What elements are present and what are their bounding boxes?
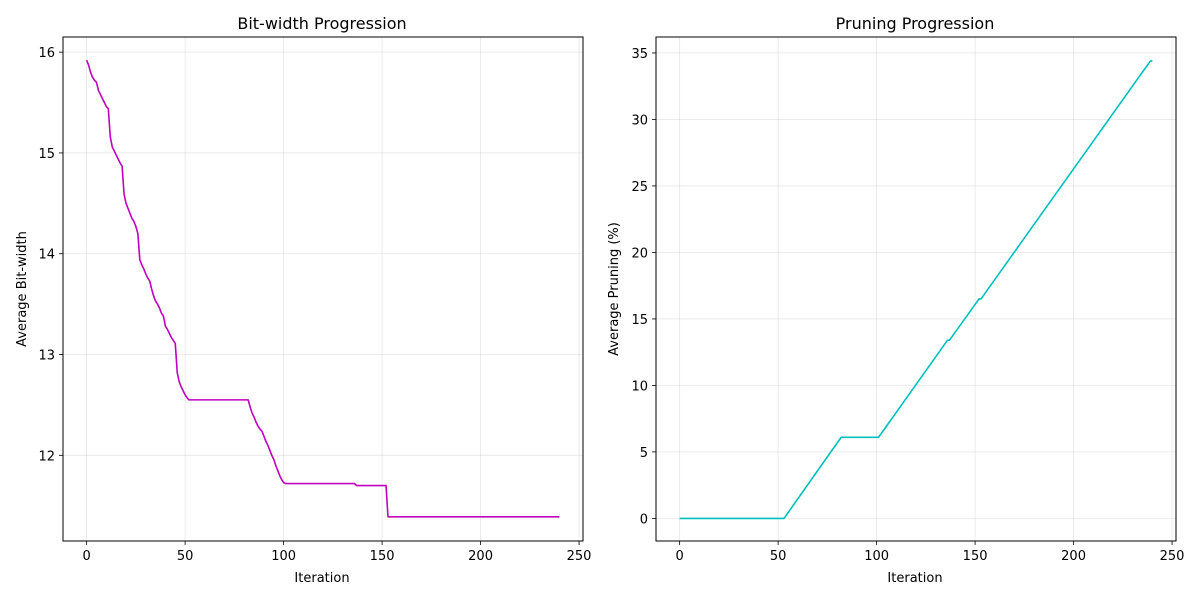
pruning-plot-frame: [655, 36, 1177, 542]
pruning-y-tick-label: 15: [631, 313, 648, 328]
bit-width-y-tick-label: 12: [38, 449, 55, 464]
pruning-y-axis-label: Average Pruning (%): [607, 222, 622, 356]
pruning-x-tick-label: 250: [1160, 549, 1185, 564]
bit-width-y-tick-label: 14: [38, 248, 55, 263]
pruning-x-axis-label: Iteration: [887, 571, 942, 586]
bit-width-x-tick-label: 50: [177, 549, 194, 564]
pruning-y-tick-label: 0: [640, 512, 648, 527]
pruning-y-tick-label: 20: [631, 246, 648, 261]
bit-width-chart: Bit-width Progression Iteration Average …: [15, 14, 591, 586]
bit-width-x-tick-label: 100: [271, 549, 296, 564]
pruning-x-tick-label: 150: [963, 549, 988, 564]
bit-width-x-axis-label: Iteration: [294, 571, 349, 586]
bit-width-chart-title: Bit-width Progression: [237, 14, 406, 33]
pruning-y-tick-label: 30: [631, 113, 648, 128]
pruning-x-tick-label: 100: [864, 549, 889, 564]
pruning-x-tick-label: 200: [1061, 549, 1086, 564]
bit-width-series-line: [85, 59, 560, 518]
bit-width-plot-frame: [62, 36, 584, 542]
pruning-chart: Pruning Progression Iteration Average Pr…: [607, 14, 1184, 586]
pruning-y-tick-label: 10: [631, 379, 648, 394]
pruning-y-tick-label: 25: [631, 180, 648, 195]
pruning-series-line: [679, 60, 1153, 520]
bit-width-y-tick-label: 16: [38, 46, 55, 61]
bit-width-x-tick-label: 0: [82, 549, 90, 564]
bit-width-y-axis-label: Average Bit-width: [15, 231, 30, 347]
bit-width-x-tick-label: 200: [468, 549, 493, 564]
pruning-x-tick-label: 0: [675, 549, 683, 564]
bit-width-y-tick-label: 15: [38, 147, 55, 162]
pruning-chart-title: Pruning Progression: [836, 14, 995, 33]
bit-width-x-tick-label: 250: [567, 549, 592, 564]
bit-width-x-tick-label: 150: [370, 549, 395, 564]
pruning-x-tick-label: 50: [770, 549, 787, 564]
pruning-y-tick-label: 35: [631, 47, 648, 62]
bit-width-y-tick-label: 13: [38, 349, 55, 364]
pruning-y-tick-label: 5: [640, 446, 648, 461]
